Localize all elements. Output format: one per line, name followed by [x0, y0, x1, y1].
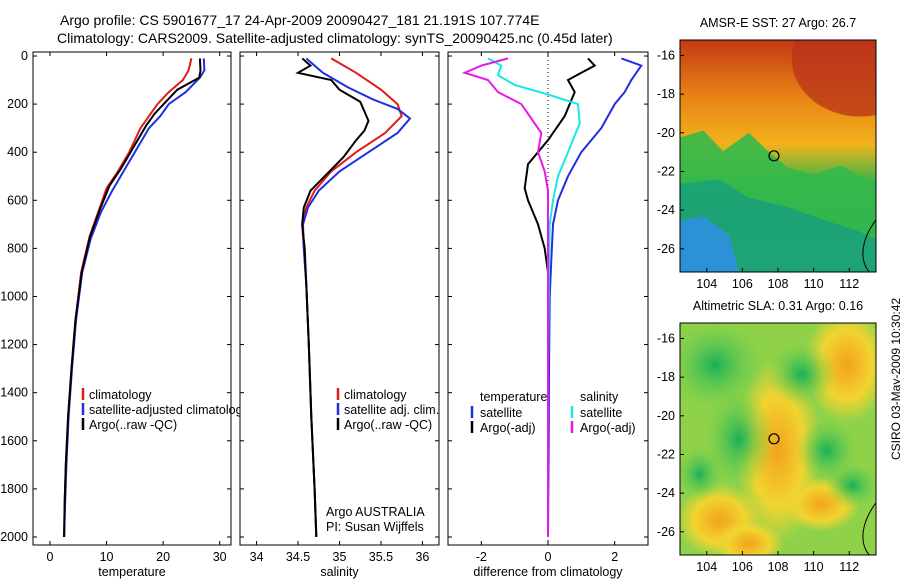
legend-entry: Argo(-adj) [580, 421, 636, 435]
y-tick-label: 1800 [0, 482, 28, 496]
latitude-tick-label: -18 [657, 370, 675, 384]
legend-entry: satellite [480, 406, 522, 420]
salinity-x-axis-label: salinity [320, 565, 359, 579]
legend-group-title: salinity [580, 390, 619, 404]
x-tick-label: 20 [156, 550, 170, 564]
x-tick-label: 0 [545, 550, 552, 564]
y-tick-label: 1200 [0, 338, 28, 352]
legend-entry: satellite [580, 406, 622, 420]
sst-map-panel: AMSR-E SST: 27 Argo: 26.7 104 106 108 110 112… [657, 16, 877, 291]
sst-cool-patch [680, 216, 739, 272]
latitude-tick-label: -20 [657, 409, 675, 423]
salinity-panel: 34 34.5 35 35.5 36 salinity climatologysatelli… [239, 51, 440, 579]
y-tick-label: 200 [7, 97, 28, 111]
latitude-tick-label: -16 [657, 331, 675, 345]
y-tick-label: 400 [7, 145, 28, 159]
longitude-tick-label: 108 [768, 277, 789, 291]
x-tick-label: 35.5 [369, 550, 393, 564]
legend-entry: satellite adj. clim. [344, 403, 439, 417]
longitude-tick-label: 106 [732, 560, 753, 574]
latitude-tick-label: -22 [657, 447, 675, 461]
longitude-tick-label: 112 [839, 277, 859, 291]
sst-map-field [680, 40, 876, 272]
sla-map-field [680, 323, 876, 555]
latitude-tick-label: -26 [657, 525, 675, 539]
legend-entry: climatology [344, 388, 407, 402]
x-tick-label: 35 [333, 550, 347, 564]
title-line-1: Argo profile: CS 5901677_17 24-Apr-2009 … [60, 12, 540, 28]
longitude-tick-label: 104 [696, 277, 717, 291]
legend-entry: Argo(-adj) [480, 421, 536, 435]
latitude-tick-label: -18 [657, 87, 675, 101]
legend-entry: satellite-adjusted climatology [89, 403, 250, 417]
latitude-tick-label: -24 [657, 203, 675, 217]
latitude-tick-label: -24 [657, 486, 675, 500]
longitude-tick-label: 110 [804, 277, 824, 291]
sst-map-title: AMSR-E SST: 27 Argo: 26.7 [700, 16, 856, 30]
legend-group-title: temperature [480, 390, 547, 404]
x-tick-label: 30 [213, 550, 227, 564]
y-tick-label: 0 [21, 49, 28, 63]
title-line-2: Climatology: CARS2009. Satellite-adjuste… [57, 30, 613, 46]
legend-entry: Argo(..raw -QC) [344, 418, 432, 432]
x-tick-label: 34.5 [286, 550, 310, 564]
argo-float-position-marker [768, 150, 780, 162]
x-tick-label: 36 [415, 550, 429, 564]
longitude-tick-label: 106 [732, 277, 753, 291]
longitude-tick-label: 112 [839, 560, 859, 574]
x-tick-label: 10 [100, 550, 114, 564]
sla-anomaly-blob [680, 445, 724, 502]
y-tick-label: 800 [7, 241, 28, 255]
latitude-tick-label: -20 [657, 126, 675, 140]
temperature-axes-frame [32, 51, 232, 546]
legend-entry: Argo(..raw -QC) [89, 418, 177, 432]
x-tick-label: 34 [250, 550, 264, 564]
series-line-salinity-argo-adj- [461, 57, 549, 537]
latitude-tick-label: -16 [657, 48, 675, 62]
salinity-axes-frame [239, 51, 440, 546]
argo-credit-text: Argo AUSTRALIA [326, 505, 425, 519]
sla-anomaly-blob [766, 341, 837, 407]
y-tick-label: 1000 [0, 289, 28, 303]
sla-anomaly-blob [713, 520, 784, 555]
latitude-tick-label: -26 [657, 242, 675, 256]
series-line-argo-raw-qc- [295, 57, 370, 538]
legend-entry: climatology [89, 388, 152, 402]
sla-anomaly-blob [825, 462, 876, 509]
argo-credit-text: PI: Susan Wijffels [326, 520, 424, 534]
sla-map-title: Altimetric SLA: 0.31 Argo: 0.16 [693, 299, 863, 313]
x-tick-label: -2 [476, 550, 487, 564]
longitude-tick-label: 108 [768, 560, 789, 574]
sla-map-panel: Altimetric SLA: 0.31 Argo: 0.16 104 106 108… [657, 299, 877, 574]
y-tick-label: 2000 [0, 530, 28, 544]
longitude-tick-label: 110 [804, 560, 824, 574]
x-tick-label: 0 [46, 550, 53, 564]
coastline [862, 219, 876, 272]
x-tick-label: 2 [611, 550, 618, 564]
latitude-tick-label: -22 [657, 164, 675, 178]
temperature-x-axis-label: temperature [98, 565, 165, 579]
coastline [862, 502, 876, 555]
y-tick-label: 600 [7, 193, 28, 207]
y-tick-label: 1600 [0, 434, 28, 448]
argo-float-position-marker [768, 433, 780, 445]
sst-warm-patch [791, 40, 876, 117]
temperature-panel: 0 200 400 600 800 1000 1200 1400 1600 1800 2000 0 10… [0, 49, 249, 579]
difference-x-axis-label: difference from climatology [473, 565, 623, 579]
longitude-tick-label: 104 [696, 560, 717, 574]
y-tick-label: 1400 [0, 386, 28, 400]
series-line-argo-raw-qc- [63, 58, 202, 538]
